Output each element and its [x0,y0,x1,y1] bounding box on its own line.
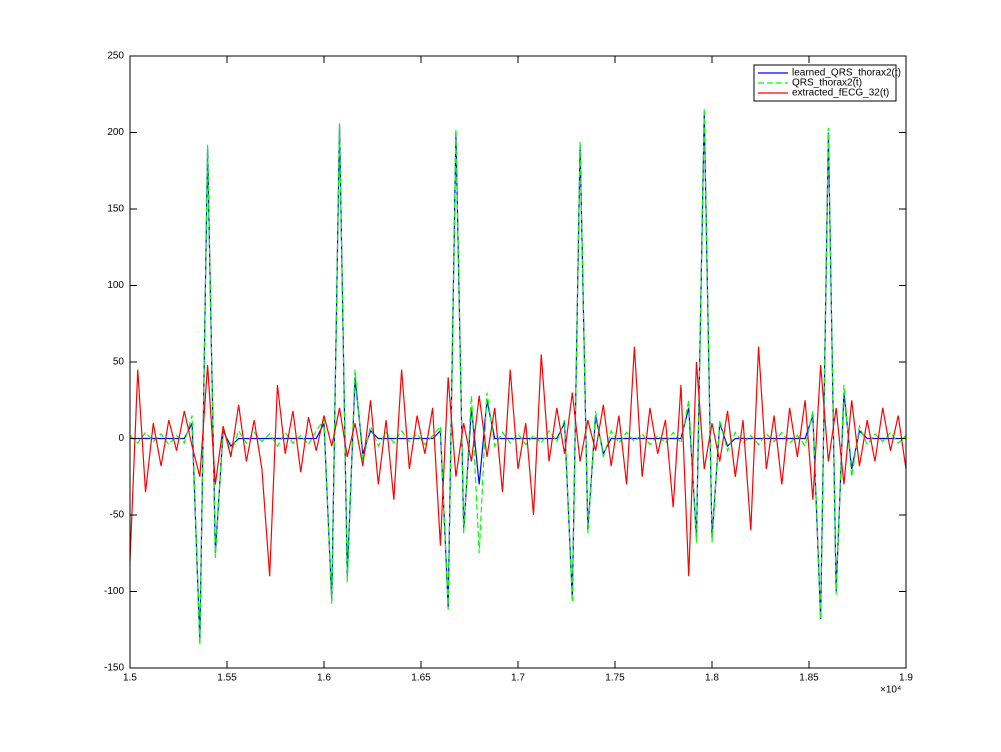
x-tick-label: 1.55 [217,673,237,684]
y-tick-label: 0 [118,433,124,444]
x-tick-label: 1.75 [605,673,625,684]
x-tick-label: 1.5 [123,673,137,684]
legend-label: QRS_thorax2(t) [792,78,862,89]
y-tick-label: 50 [113,357,125,368]
legend-label: learned_QRS_thorax2(t) [792,68,901,79]
y-tick-label: 200 [107,127,124,138]
y-tick-label: -100 [104,586,124,597]
legend: learned_QRS_thorax2(t)QRS_thorax2(t)extr… [753,64,901,102]
x-tick-label: 1.9 [899,673,913,684]
x-tick-label: 1.85 [799,673,819,684]
y-tick-label: -50 [110,510,125,521]
x-exponent-label: ×10⁴ [880,685,901,696]
y-tick-label: 100 [107,280,124,291]
x-tick-label: 1.8 [705,673,719,684]
y-tick-label: -150 [104,663,124,674]
x-tick-label: 1.7 [511,673,525,684]
y-tick-label: 250 [107,51,124,62]
x-tick-label: 1.6 [317,673,331,684]
x-tick-label: 1.65 [411,673,431,684]
legend-label: extracted_fECG_32(t) [792,88,889,99]
y-tick-label: 150 [107,204,124,215]
series-line [129,346,907,577]
